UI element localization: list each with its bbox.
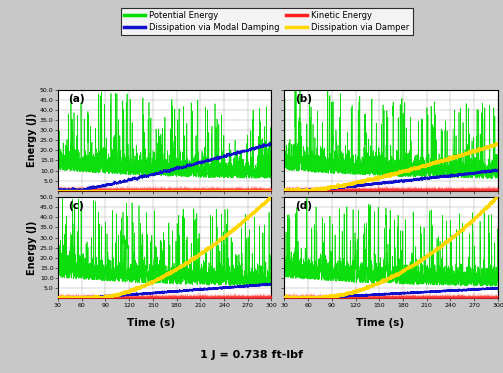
Text: (a): (a) xyxy=(68,94,85,104)
Text: (d): (d) xyxy=(295,201,312,211)
Text: Time (s): Time (s) xyxy=(127,319,175,328)
Text: (c): (c) xyxy=(68,201,85,211)
Text: Time (s): Time (s) xyxy=(356,319,404,328)
Text: 1 J = 0.738 ft-lbf: 1 J = 0.738 ft-lbf xyxy=(200,350,303,360)
Y-axis label: Energy (J): Energy (J) xyxy=(27,220,37,275)
Y-axis label: Energy (J): Energy (J) xyxy=(27,113,37,167)
Text: (b): (b) xyxy=(295,94,312,104)
Legend: Potential Energy, Dissipation via Modal Damping, Kinetic Energy, Dissipation via: Potential Energy, Dissipation via Modal … xyxy=(121,8,412,35)
